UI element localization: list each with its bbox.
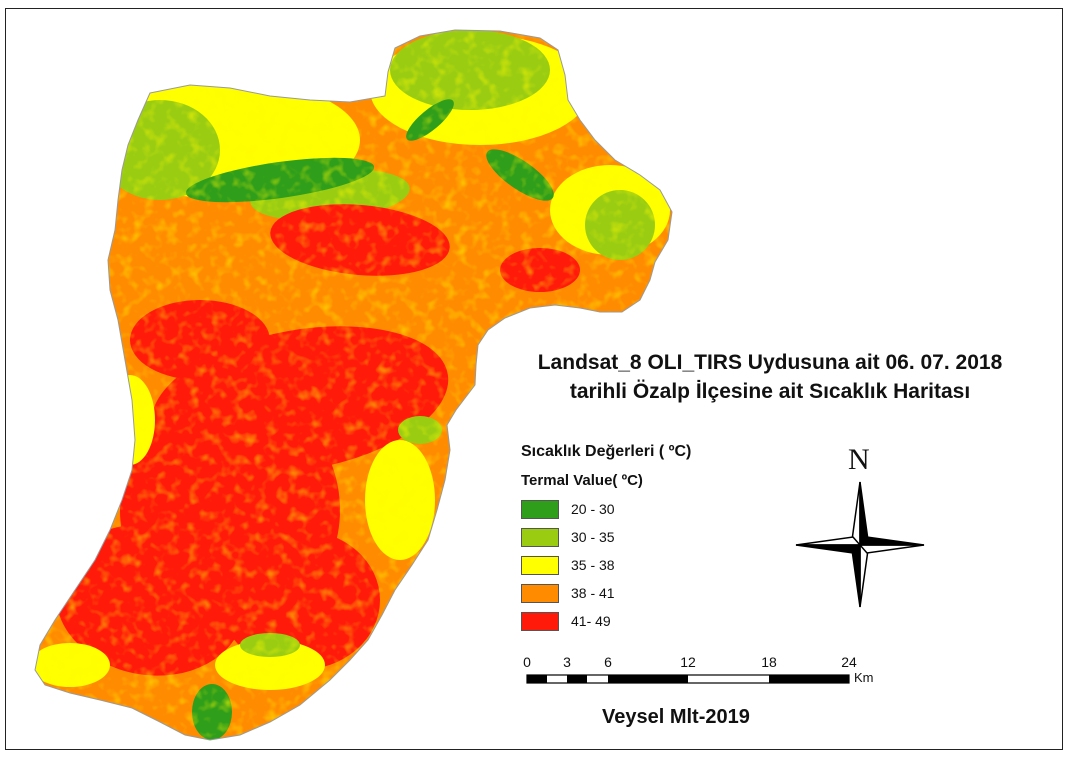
legend-subheading: Termal Value( ºC) <box>521 472 643 489</box>
legend-swatch <box>521 500 559 519</box>
legend-swatch <box>521 584 559 603</box>
north-label: N <box>848 443 870 476</box>
scale-tick-label: 24 <box>841 654 857 670</box>
district-boundary <box>34 29 673 741</box>
legend-label: 20 - 30 <box>571 501 615 517</box>
legend-heading: Sıcaklık Değerleri ( ºC) <box>521 443 692 460</box>
scale-tick-label: 18 <box>761 654 777 670</box>
scale-tick-label: 3 <box>563 654 571 670</box>
scale-tick-label: 0 <box>523 654 531 670</box>
legend-swatch <box>521 528 559 547</box>
map-title-line1: Landsat_8 OLI_TIRS Uydusuna ait 06. 07. … <box>537 351 1003 374</box>
legend-label: 41- 49 <box>571 613 611 629</box>
north-arrow-icon <box>795 481 925 608</box>
scale-tick-label: 6 <box>604 654 612 670</box>
scale-bar <box>526 674 850 684</box>
legend-label: 35 - 38 <box>571 557 615 573</box>
scale-tick-label: 12 <box>680 654 696 670</box>
legend-label: 38 - 41 <box>571 585 615 601</box>
author-credit: Veysel Mlt-2019 <box>602 706 750 728</box>
legend-label: 30 - 35 <box>571 529 615 545</box>
legend-swatch <box>521 556 559 575</box>
map-title: Landsat_8 OLI_TIRS Uydusuna ait 06. 07. … <box>470 348 1070 406</box>
legend-swatch <box>521 612 559 631</box>
map-title-line2: tarihli Özalp İlçesine ait Sıcaklık Hari… <box>569 380 971 403</box>
scale-unit-label: Km <box>854 670 874 685</box>
